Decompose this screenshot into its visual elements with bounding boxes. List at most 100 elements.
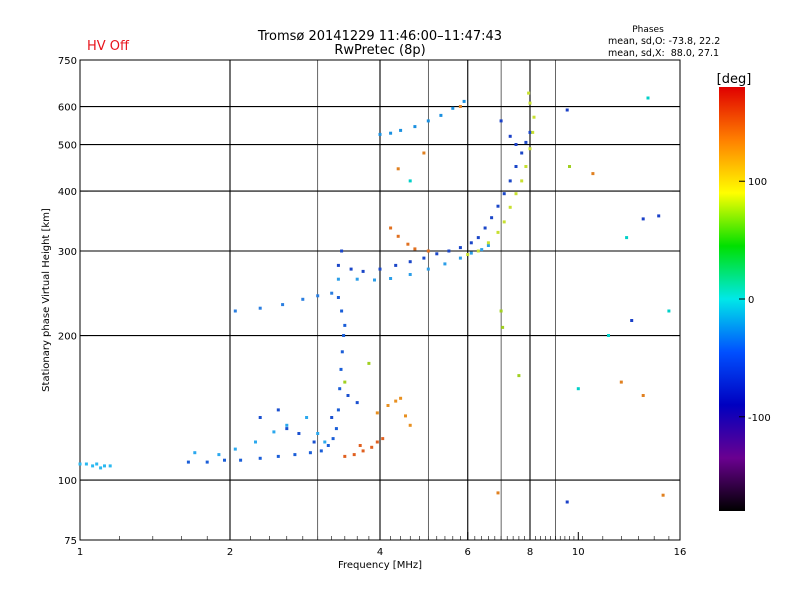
data-point [336,296,340,299]
data-point [426,119,430,123]
data-point [205,460,209,464]
data-point [565,500,569,504]
x-tick-label: 2 [227,547,233,558]
x-tick-label: 8 [527,547,533,558]
data-point [630,319,634,322]
data-point [502,192,506,196]
data-point [565,108,569,112]
data-point [186,460,190,464]
data-point [646,96,650,100]
data-point [297,432,301,435]
data-point [514,192,518,196]
data-point [607,334,610,337]
x-tick-label: 6 [465,547,471,558]
data-point [336,277,340,281]
data-point [502,220,506,224]
data-points [78,91,671,504]
data-point [406,242,410,246]
data-point [349,267,353,271]
data-point [316,432,320,435]
data-point [641,394,645,397]
data-point [447,249,451,253]
data-point [496,230,500,234]
data-point [84,462,88,466]
data-point [334,427,338,431]
data-point [531,130,535,134]
data-point [501,325,505,329]
data-point [568,165,571,168]
data-point [451,106,455,110]
data-point [508,179,512,183]
phases-o-stats: mean, sd,O: -73.8, 22.2 [608,36,720,47]
y-tick-label: 750 [58,56,77,67]
data-point [233,309,237,313]
data-point [340,309,344,313]
data-point [462,99,466,103]
data-point [517,374,521,378]
phase-colorbar: [deg] 100 0 -100 [717,72,771,511]
phases-title: Phases [632,25,664,35]
data-point [483,226,487,230]
data-point [355,401,359,405]
y-tick-label: 100 [58,476,77,487]
data-point [625,236,629,240]
data-point [276,454,280,458]
data-point [619,380,623,384]
data-point [422,256,426,260]
data-point [370,445,374,449]
data-point [524,165,528,168]
data-point [520,179,524,183]
x-axis-label: Frequency [MHz] [338,560,422,571]
data-point [340,249,344,253]
data-point [657,214,661,218]
data-point [343,323,347,327]
data-point [336,408,340,412]
phases-x-stats: mean, sd,X: 88.0, 27.1 [608,48,719,59]
data-point [435,252,439,256]
colorbar-tick-label: 100 [748,177,767,188]
data-point [343,380,347,384]
data-point [413,125,417,129]
data-point [361,449,365,453]
data-point [389,226,393,230]
data-point [91,464,95,468]
data-point [99,466,103,470]
data-point [312,440,316,444]
data-point [520,151,524,155]
data-point [399,396,403,400]
y-tick-label: 200 [58,332,77,343]
data-point [239,458,243,462]
data-point [469,251,473,255]
data-point [394,399,398,403]
data-point [103,464,106,468]
data-point [319,449,323,453]
data-point [285,423,289,427]
data-point [336,263,340,267]
colorbar-tick-label: -100 [748,413,771,424]
hv-status-label: HV Off [87,39,130,54]
data-point [480,248,484,252]
data-point [339,367,343,371]
data-point [233,447,237,451]
data-point [527,91,531,95]
data-point [272,430,276,434]
data-point [408,423,412,427]
data-point [524,140,528,144]
data-point [528,101,532,105]
data-point [528,147,532,151]
data-point [528,130,532,134]
grid-lines [80,60,680,540]
data-point [258,456,262,460]
data-point [258,306,262,310]
data-point [375,411,379,415]
data-point [499,119,503,123]
data-point [469,241,473,245]
x-tick-label: 1 [77,547,83,558]
data-point [508,205,512,209]
data-point [458,246,462,250]
data-point [330,291,334,295]
data-point [338,387,342,391]
data-point [330,416,334,419]
axes: 1 2 4 6 8 10 16 75 100 200 300 400 500 600 750 [58,56,686,558]
data-point [367,361,371,365]
